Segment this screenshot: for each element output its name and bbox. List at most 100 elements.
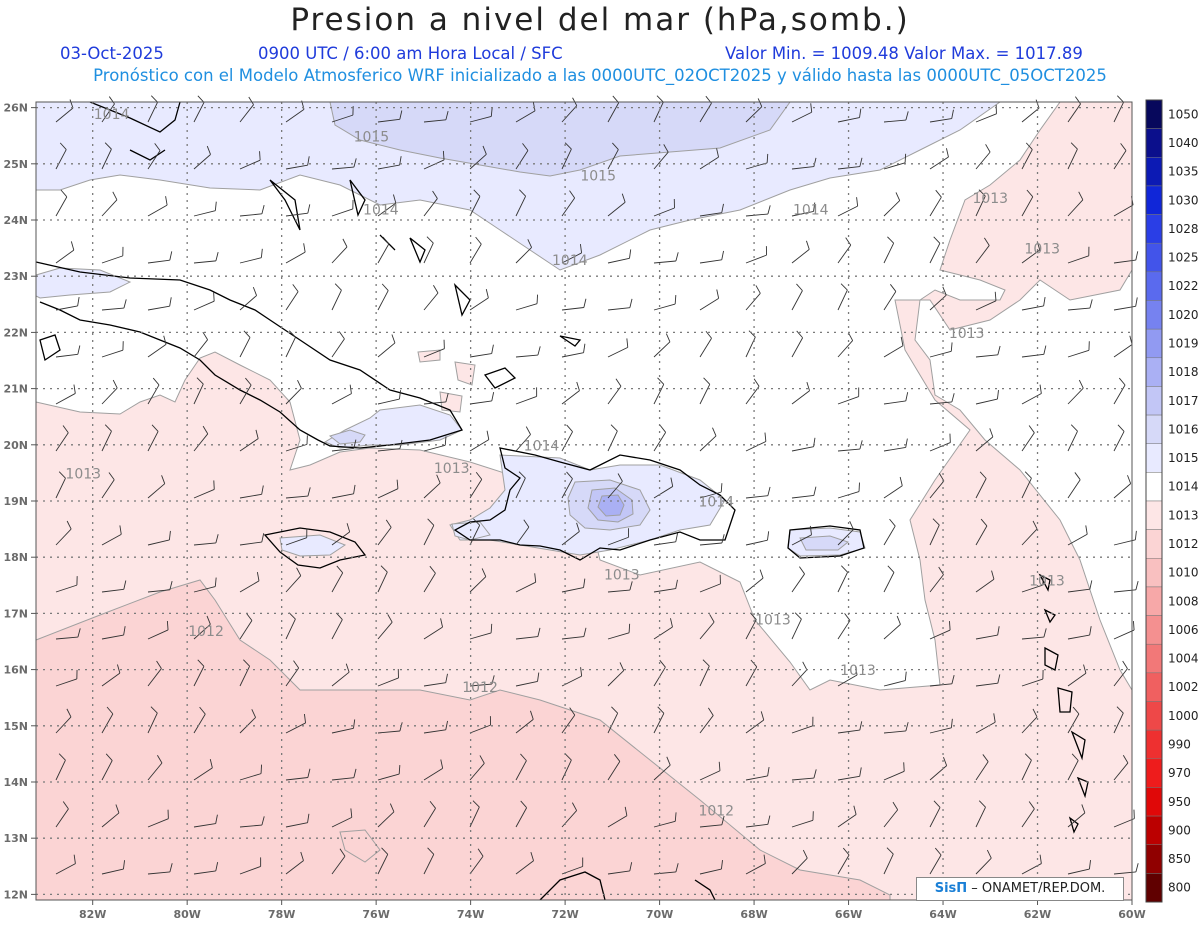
wind-barb (837, 805, 857, 828)
wind-barb (331, 238, 348, 264)
wind-barbs (55, 95, 1139, 875)
isobar-label: 1014 (94, 107, 130, 123)
wind-barb (791, 240, 810, 264)
wind-barb (377, 334, 396, 358)
wind-barb (929, 148, 949, 170)
wind-barb (377, 847, 389, 875)
wind-barb (285, 156, 310, 170)
colorbar-swatch (1145, 185, 1163, 215)
colorbar-label: 970 (1168, 766, 1191, 780)
wind-barb (699, 250, 724, 264)
wind-barb (331, 719, 356, 734)
wind-barb (239, 330, 251, 358)
wind-barb (653, 579, 678, 593)
latitude-label: 14N (3, 776, 28, 789)
wind-barb (607, 142, 619, 170)
wind-barb (239, 764, 263, 781)
wind-barb (1021, 628, 1047, 640)
wind-barb (1067, 706, 1080, 734)
wind-barb (837, 721, 863, 734)
wind-barb (239, 857, 262, 875)
wind-barb (653, 532, 679, 546)
wind-barb (469, 107, 493, 123)
colorbar-frame (1145, 99, 1163, 903)
wind-barb (55, 425, 69, 452)
wind-barb (1067, 379, 1084, 405)
wind-barb (607, 623, 631, 640)
wind-barb (607, 862, 633, 875)
wind-barb (745, 246, 767, 264)
wind-barb (975, 849, 992, 875)
wind-barb (147, 863, 173, 875)
wind-barb (193, 377, 204, 405)
wind-barb (699, 148, 719, 170)
colorbar-swatch (1145, 873, 1163, 903)
wind-barb (285, 851, 304, 875)
wind-barb (239, 485, 264, 499)
wind-barb (147, 424, 159, 452)
latitude-label: 21N (3, 383, 28, 396)
wind-barb (193, 577, 217, 593)
wind-barb (147, 95, 158, 123)
wind-barb (331, 848, 346, 875)
wind-barb (791, 612, 802, 640)
wind-barb (607, 424, 618, 452)
wind-barb (975, 471, 987, 499)
wind-barb (285, 204, 311, 217)
wind-barb (1113, 424, 1125, 452)
map-title: Presion a nivel del mar (hPa,somb.) (290, 2, 910, 38)
wind-barb (423, 436, 447, 452)
wind-barb (791, 157, 817, 170)
wind-barb (515, 346, 541, 358)
wind-barb (193, 706, 206, 734)
wind-barb (331, 768, 357, 781)
wind-barb (1067, 142, 1078, 170)
wind-barb (1113, 809, 1135, 828)
wind-barb (791, 381, 810, 405)
longitude-label: 72W (551, 908, 578, 921)
wind-barb (745, 285, 761, 311)
wind-barb (745, 815, 771, 828)
wind-barb (423, 150, 445, 170)
colorbar-label: 1022 (1168, 279, 1199, 293)
colorbar-swatch (1145, 386, 1163, 416)
wind-barb (561, 298, 587, 311)
wind-barb (607, 249, 632, 264)
colorbar-swatch (1145, 729, 1163, 760)
wind-barb (147, 706, 158, 734)
colorbar-label: 800 (1168, 881, 1191, 895)
wind-barb (101, 191, 118, 217)
wind-barb (469, 289, 489, 311)
wind-barb (515, 294, 539, 311)
wind-barb (1067, 626, 1092, 640)
wind-barb (837, 387, 860, 405)
wind-barb (883, 336, 904, 358)
wind-barb (101, 804, 120, 828)
wind-barb (791, 849, 808, 875)
colorbar-label: 1020 (1168, 308, 1199, 322)
pressure-area-1015-east-cuba (328, 429, 366, 445)
wind-barb (239, 96, 254, 123)
colorbar-label: 1002 (1168, 680, 1199, 694)
isobar-label: 1015 (580, 169, 616, 185)
wind-barb (561, 424, 573, 452)
wind-barb (515, 387, 538, 405)
wind-barb (699, 377, 711, 405)
latitude-label: 23N (3, 270, 28, 283)
wind-barb (147, 143, 161, 170)
isobar-label: 1014 (363, 202, 399, 218)
wind-barb (607, 806, 628, 828)
wind-barb (469, 568, 487, 593)
wind-barb (423, 800, 436, 828)
wind-barb (285, 567, 302, 593)
longitude-label: 60W (1118, 908, 1145, 921)
wind-barb (883, 236, 895, 264)
wind-barb (193, 814, 218, 828)
wind-barb (147, 755, 163, 781)
colorbar-label: 1028 (1168, 222, 1199, 236)
longitude-label: 70W (646, 908, 673, 921)
wind-barb (561, 753, 572, 781)
isobar-label: 1014 (793, 202, 829, 218)
colorbar-swatch (1145, 643, 1163, 674)
wind-barb (975, 104, 997, 123)
